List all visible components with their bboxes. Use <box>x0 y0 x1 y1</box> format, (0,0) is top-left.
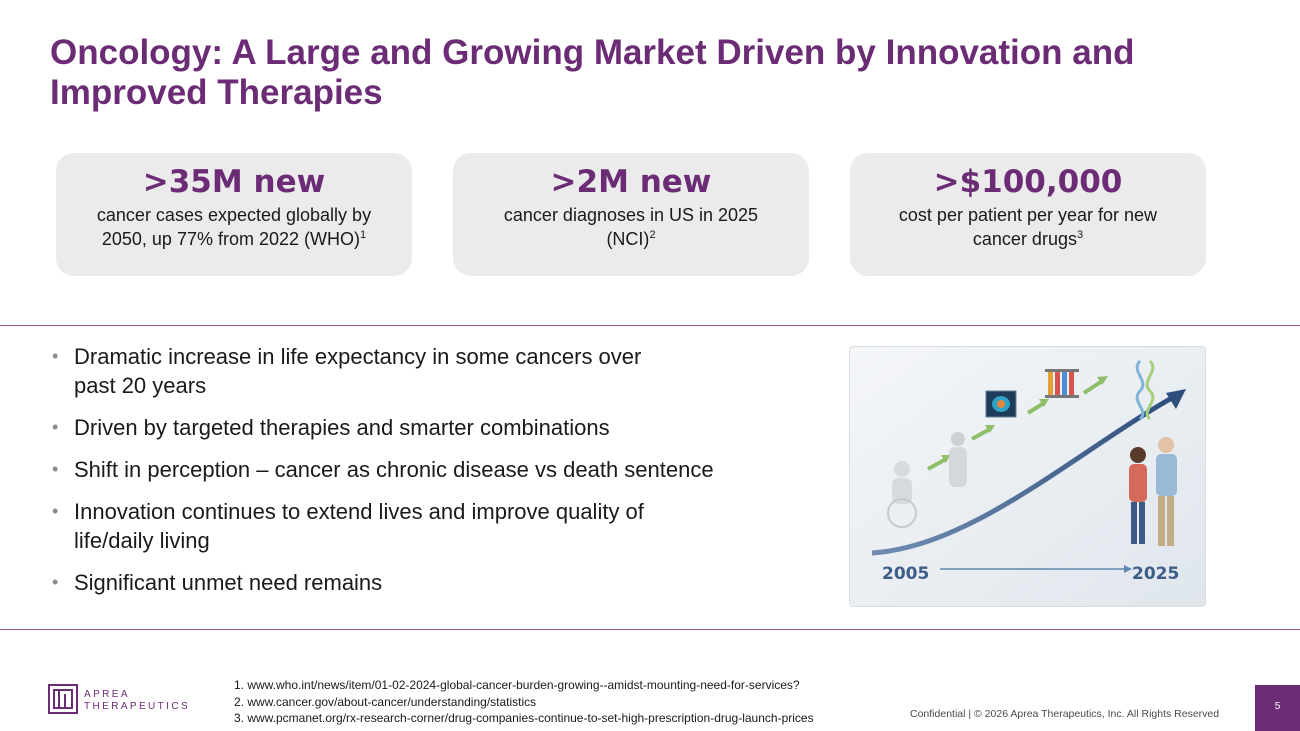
stat-card-global-cases: >35M new cancer cases expected globally … <box>56 153 412 276</box>
bullet-item: • Dramatic increase in life expectancy in… <box>52 344 642 398</box>
stat-description: cancer cases expected globally by 2050, … <box>96 205 372 249</box>
stat-value: >35M new <box>142 164 326 200</box>
wheelchair-patient-icon <box>887 461 917 528</box>
bullet-item: • Driven by targeted therapies and smarte… <box>52 415 610 440</box>
logo-text-line1: APREA <box>84 689 130 700</box>
divider-bottom <box>0 629 1300 630</box>
timeline-end-year: 2025 <box>1132 564 1179 584</box>
bullet-dot-icon: • <box>52 501 59 521</box>
footnotes: 1. www.who.int/news/item/01-02-2024-glob… <box>234 677 904 727</box>
step-arrow-icon <box>927 457 947 471</box>
scan-monitor-icon <box>985 390 1017 418</box>
footnote-ref: 2 <box>649 229 656 241</box>
bullet-dot-icon: • <box>52 346 59 366</box>
page-number: 5 <box>1255 685 1300 731</box>
dna-helix-icon <box>1135 359 1155 421</box>
progress-illustration: 2005 2025 <box>849 346 1206 607</box>
footnote-item: 3. www.pcmanet.org/rx-research-corner/dr… <box>234 711 814 725</box>
stat-value: >2M new <box>550 164 712 200</box>
confidential-notice: Confidential | © 2026 Aprea Therapeutics… <box>910 708 1220 720</box>
bullet-dot-icon: • <box>52 572 59 592</box>
step-arrow-icon <box>1026 401 1046 415</box>
step-arrow-icon <box>985 425 995 433</box>
stat-value: >$100,000 <box>933 164 1123 200</box>
growth-arrow-head-icon <box>1166 389 1186 409</box>
footnote-ref: 1 <box>360 229 367 241</box>
stat-card-drug-cost: >$100,000 cost per patient per year for … <box>850 153 1206 276</box>
caregiver-icon <box>949 432 967 487</box>
logo-text-line2: THERAPEUTICS <box>84 701 191 712</box>
footnote-item: 2. www.cancer.gov/about-cancer/understan… <box>234 694 537 709</box>
bullet-item: • Significant unmet need remains <box>52 570 383 595</box>
divider-top <box>0 325 1300 326</box>
bullet-dot-icon: • <box>52 459 59 479</box>
bullet-dot-icon: • <box>52 417 59 437</box>
stat-card-us-diagnoses: >2M new cancer diagnoses in US in 2025 (… <box>453 153 809 276</box>
growth-arrow <box>871 396 1172 556</box>
bullet-item: • Shift in perception – cancer as chronic… <box>52 457 714 482</box>
company-logo: APREA THERAPEUTICS <box>48 684 198 716</box>
slide-title: Oncology: A Large and Growing Market Dri… <box>50 33 1135 112</box>
step-arrow-icon <box>1082 379 1104 395</box>
step-arrow-icon <box>971 427 991 441</box>
test-tubes-icon <box>1045 369 1079 398</box>
footnote-ref: 3 <box>1076 229 1084 241</box>
bullet-item: • Innovation continues to extend lives an… <box>52 499 644 553</box>
footnote-item: 1. www.who.int/news/item/01-02-2024-glob… <box>234 678 800 692</box>
stat-description: cancer diagnoses in US in 2025 (NCI)2 <box>503 205 759 249</box>
progress-illustration-svg: 2005 2025 <box>850 347 1205 606</box>
bullet-list: • Dramatic increase in life expectancy in… <box>50 342 820 610</box>
healthy-couple-icon <box>1129 437 1177 546</box>
timeline-start-year: 2005 <box>882 564 929 584</box>
step-arrow-icon <box>1097 376 1108 385</box>
timeline-arrow-icon <box>1124 565 1132 573</box>
step-arrow-icon <box>1039 399 1049 407</box>
step-arrow-icon <box>941 455 950 463</box>
aprea-logo-mark-icon <box>48 684 78 714</box>
stat-description: cost per patient per year for new cancer… <box>898 205 1158 249</box>
